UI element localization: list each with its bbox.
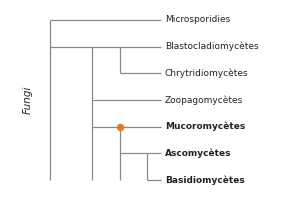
Text: Fungi: Fungi	[22, 86, 32, 114]
Text: Chrytridiomycètes: Chrytridiomycètes	[165, 69, 248, 78]
Text: Zoopagomycètes: Zoopagomycètes	[165, 95, 243, 105]
Text: Blastocladiomycètes: Blastocladiomycètes	[165, 42, 258, 51]
Text: Basidiomycètes: Basidiomycètes	[165, 175, 244, 185]
Point	[117, 125, 122, 128]
Text: Ascomycètes: Ascomycètes	[165, 149, 231, 158]
Text: Mucoromycètes: Mucoromycètes	[165, 122, 245, 131]
Text: Microsporidies: Microsporidies	[165, 15, 230, 24]
